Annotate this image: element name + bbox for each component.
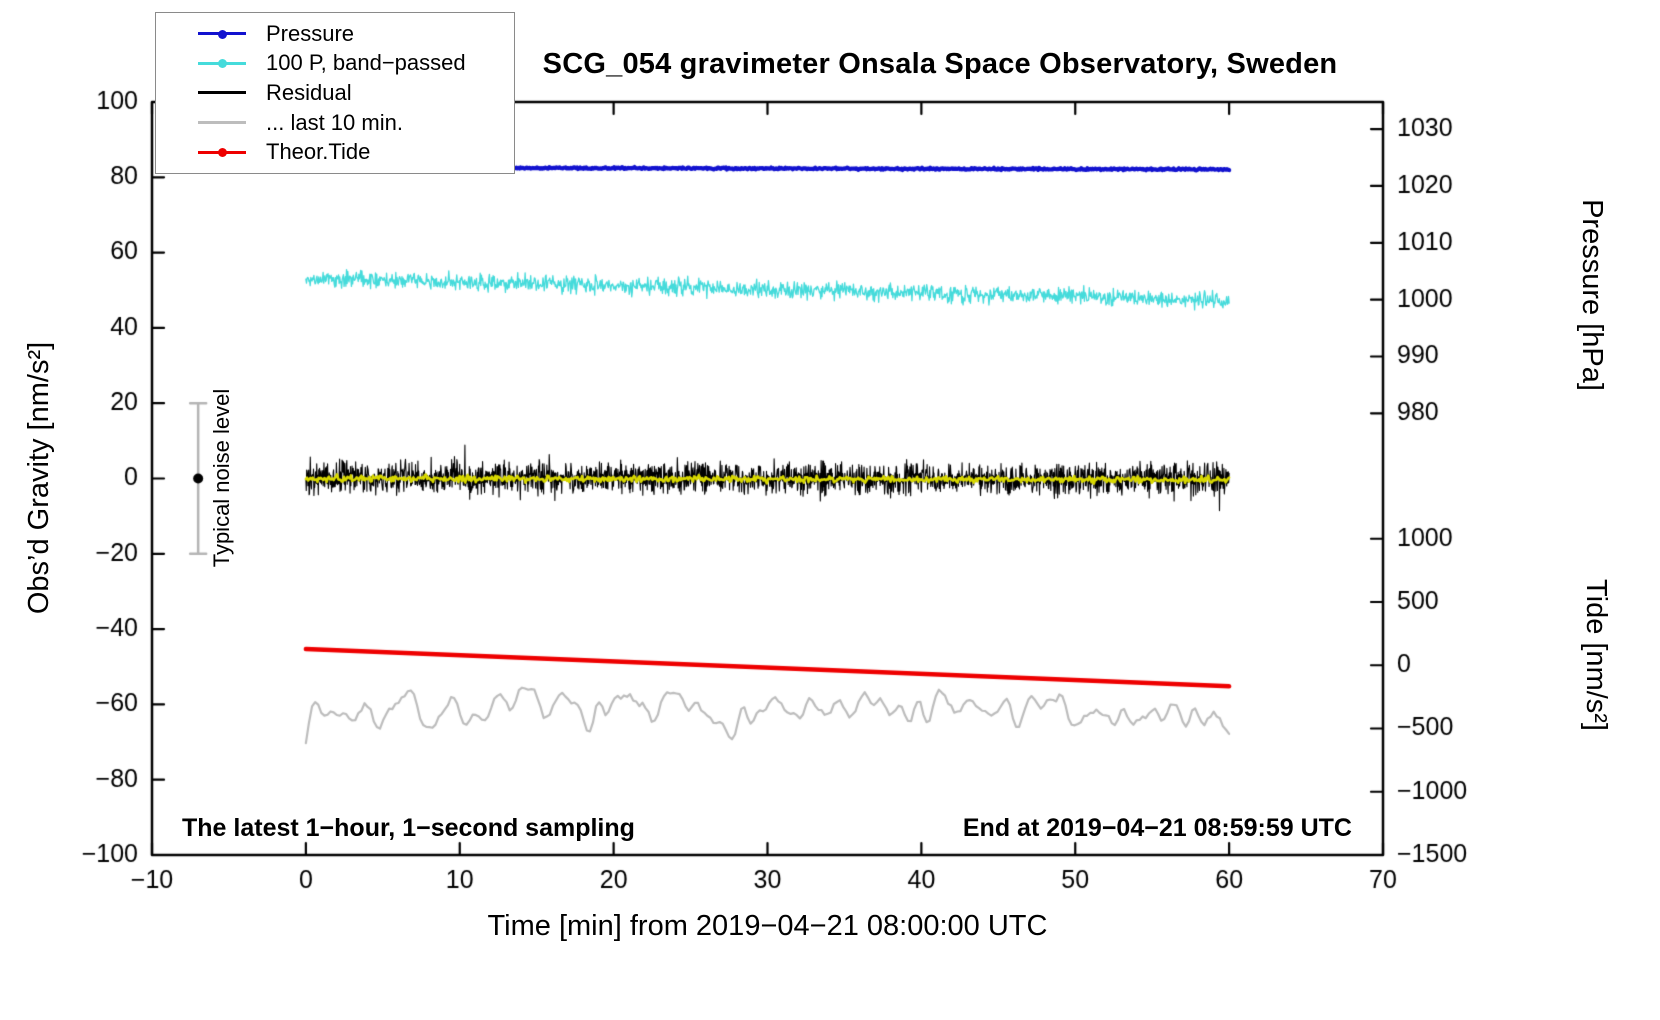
legend-label-last10min: ... last 10 min. [266, 109, 403, 135]
legend-item-residual: Residual [198, 80, 514, 106]
sampling-info-text: The latest 1−hour, 1−second sampling [182, 814, 635, 842]
legend: Pressure 100 P, band−passed Residual ...… [155, 12, 515, 174]
end-time-text: End at 2019−04−21 08:59:59 UTC [962, 814, 1352, 842]
y-axis-label-pressure: Pressure [hPa] [1576, 199, 1608, 391]
pressure-dot-icon [217, 29, 227, 39]
bandpassed-line-icon [198, 59, 246, 69]
pressure-line-icon [198, 29, 246, 39]
legend-label-bandpassed: 100 P, band−passed [266, 50, 466, 76]
legend-item-theortide: Theor.Tide [198, 139, 514, 165]
legend-item-last10min: ... last 10 min. [198, 110, 514, 136]
legend-label-residual: Residual [266, 79, 352, 105]
bandpassed-dot-icon [217, 59, 227, 69]
residual-line-icon [198, 91, 246, 95]
legend-item-bandpassed: 100 P, band−passed [198, 50, 514, 76]
theortide-line-icon [198, 148, 246, 158]
last10min-line-icon [198, 121, 246, 125]
theortide-dot-icon [217, 148, 227, 158]
legend-item-pressure: Pressure [198, 21, 514, 47]
x-axis-label: Time [min] from 2019−04−21 08:00:00 UTC [487, 910, 1048, 942]
legend-label-pressure: Pressure [266, 20, 355, 46]
chart-title: SCG_054 gravimeter Onsala Space Observat… [542, 48, 1338, 80]
y-axis-label-gravity: Obs’d Gravity [nm/s²] [23, 341, 55, 615]
typical-noise-level-label: Typical noise level [209, 388, 234, 568]
legend-label-theortide: Theor.Tide [266, 139, 371, 165]
y-axis-label-tide: Tide [nm/s²] [1580, 578, 1612, 731]
